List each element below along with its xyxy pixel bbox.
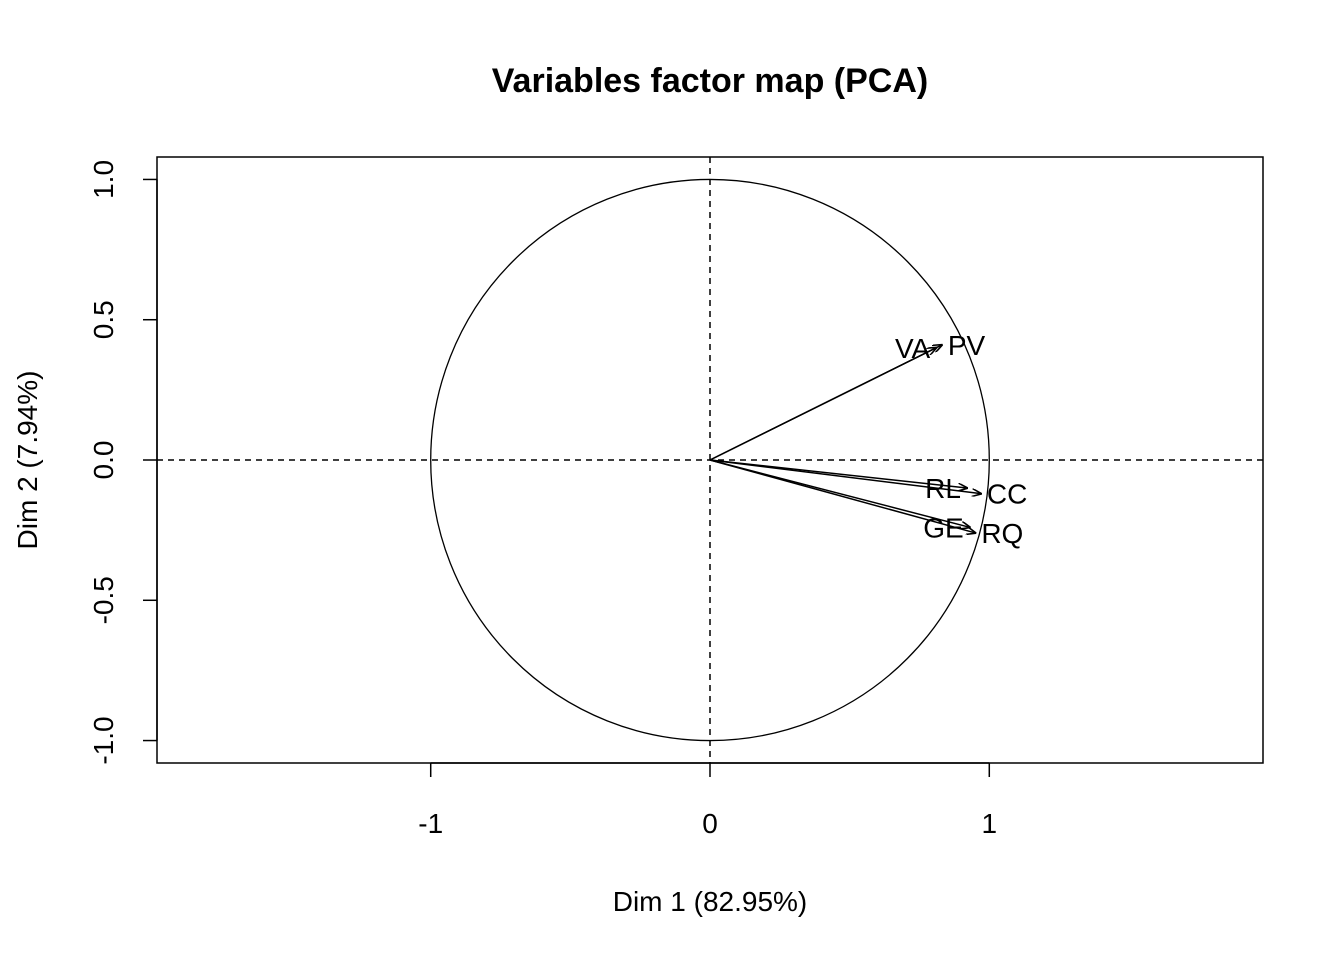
arrow-rq <box>709 459 975 533</box>
x-tick-label: 1 <box>982 808 998 839</box>
y-tick-label: -1.0 <box>88 716 119 764</box>
unit-circle <box>430 178 990 742</box>
y-tick-label: 0.5 <box>88 300 119 339</box>
x-tick-label: -1 <box>418 808 443 839</box>
label-rl: RL <box>925 473 961 504</box>
y-tick-label: -0.5 <box>88 576 119 624</box>
label-va: VA <box>895 333 931 364</box>
y-tick-label: 1.0 <box>88 160 119 199</box>
x-axis: -1 0 1 <box>418 762 998 839</box>
arrow-va <box>709 348 936 461</box>
chart-title: Variables factor map (PCA) <box>492 62 928 100</box>
variable-labels: PV VA RL CC GE RQ <box>895 330 1027 549</box>
correlation-circle-layer <box>430 178 990 742</box>
arrow-cc <box>709 459 981 494</box>
label-pv: PV <box>948 330 986 361</box>
x-axis-label: Dim 1 (82.95%) <box>613 886 808 917</box>
x-tick-label: 0 <box>702 808 718 839</box>
variable-arrows <box>709 345 981 533</box>
label-cc: CC <box>987 479 1027 510</box>
y-axis-label: Dim 2 (7.94%) <box>12 371 43 550</box>
y-tick-label: 0.0 <box>88 441 119 480</box>
label-ge: GE <box>923 512 963 543</box>
y-axis: -1.0 -0.5 0.0 0.5 1.0 <box>88 160 158 765</box>
label-rq: RQ <box>981 518 1023 549</box>
